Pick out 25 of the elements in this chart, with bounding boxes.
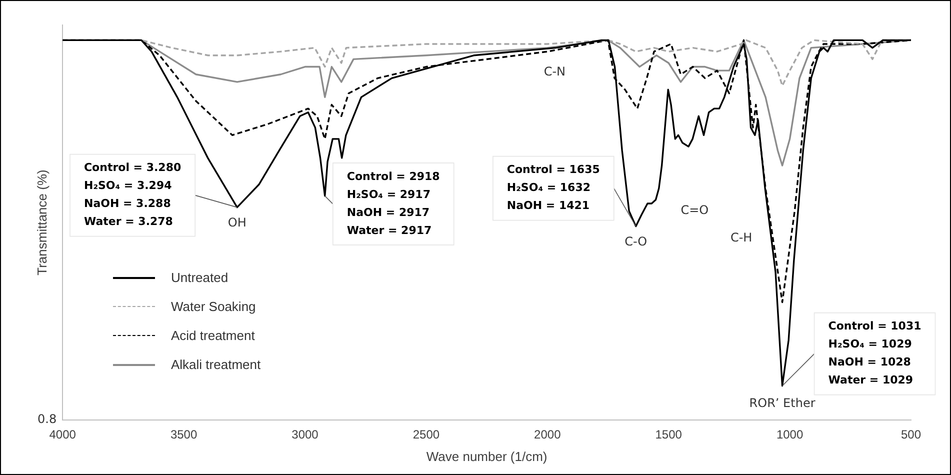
annotation: Control = 1031 H₂SO₄ = 1029 NaOH = 1028 Water = 1029 <box>828 320 922 387</box>
legend-label: Water Soaking <box>171 299 256 314</box>
text: 0.8 <box>38 412 57 426</box>
x-tick-label: 2500 <box>412 428 440 442</box>
x-tick-label: 500 <box>900 428 922 442</box>
x-tick-label: 1000 <box>776 428 804 442</box>
annotation: C-O <box>624 234 648 248</box>
x-tick-label: 3000 <box>292 428 319 442</box>
legend-label: Acid treatment <box>171 328 255 343</box>
annotation: OH <box>228 215 246 230</box>
x-tick-label: 2000 <box>534 428 562 442</box>
annotation: Control = 2918 H₂SO₄ = 2917 NaOH = 2917 Water = 2917 <box>346 170 440 237</box>
annotation: C=O <box>680 202 709 217</box>
x-tick-label: 1500 <box>655 428 682 442</box>
x-tick-label: 3500 <box>170 428 198 442</box>
legend-label: Untreated <box>171 270 228 285</box>
annotation: Control = 3.280 H₂SO₄ = 3.294 NaOH = 3.288 Water = 3.278 <box>84 161 182 228</box>
y-axis-title: Transmittance (%) <box>34 170 50 276</box>
annotation: C-N <box>544 64 566 79</box>
annotation: Control = 1635 H₂SO₄ = 1632 NaOH = 1421 <box>506 163 600 212</box>
annotation: ROR’ Ether <box>749 396 816 410</box>
legend-label: Alkali treatment <box>171 357 261 372</box>
x-axis-title: Wave number (1/cm) <box>426 448 548 464</box>
x-tick-label: 4000 <box>49 428 76 442</box>
annotation: C-H <box>730 230 752 244</box>
